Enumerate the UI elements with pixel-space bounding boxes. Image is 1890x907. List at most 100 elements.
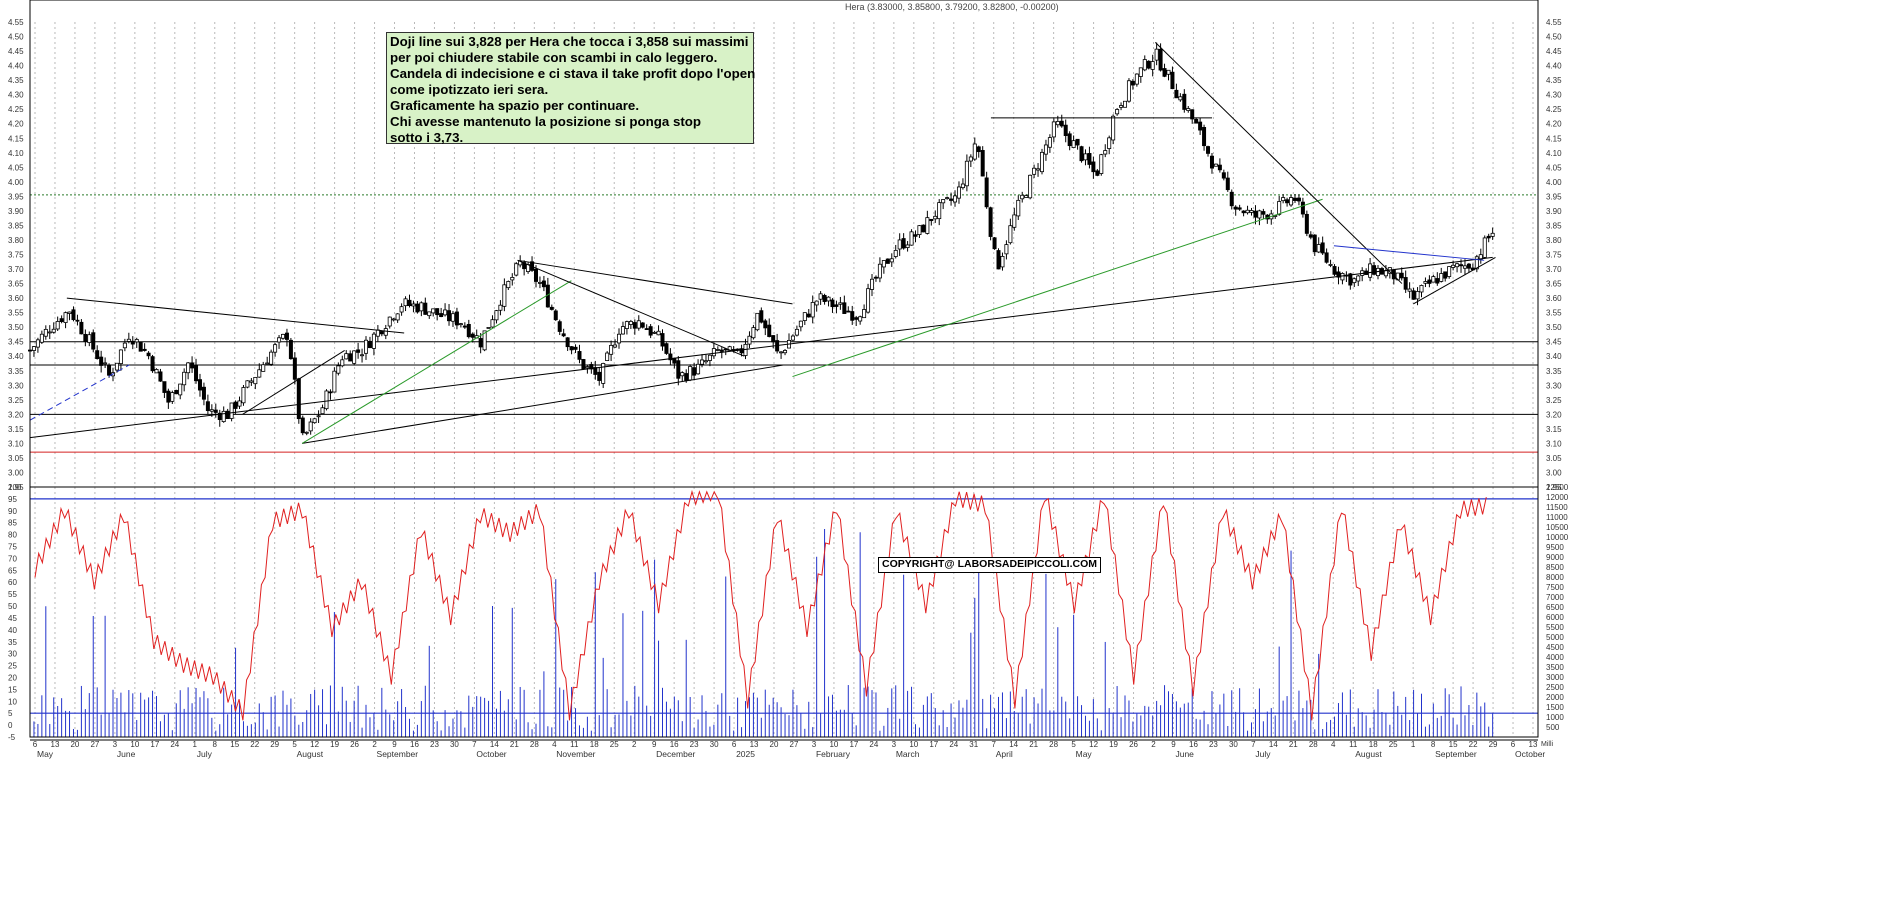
x-day-tick: 13 bbox=[51, 740, 60, 749]
candle-body bbox=[411, 303, 416, 307]
volume-y-tick: 8500 bbox=[1546, 563, 1564, 572]
candle-body bbox=[383, 328, 388, 336]
candle-body bbox=[1032, 167, 1037, 175]
x-month-label: October bbox=[476, 749, 506, 759]
x-day-tick: 25 bbox=[1389, 740, 1398, 749]
candle-body bbox=[462, 325, 467, 328]
candle-body bbox=[1036, 168, 1041, 171]
candle-body bbox=[1383, 270, 1388, 277]
candle-body bbox=[478, 338, 483, 348]
candle-body bbox=[340, 359, 345, 367]
candle-body bbox=[976, 146, 981, 153]
candle-body bbox=[360, 354, 365, 357]
price-y-tick: 3.85 bbox=[8, 221, 24, 230]
candle-body bbox=[419, 302, 424, 312]
candle-body bbox=[1292, 197, 1297, 201]
candle-body bbox=[51, 328, 56, 333]
x-day-tick: 16 bbox=[410, 740, 419, 749]
candle-body bbox=[134, 339, 139, 343]
volume-y-tick: 2000 bbox=[1546, 693, 1564, 702]
candle-body bbox=[1277, 201, 1282, 215]
x-day-tick: 2 bbox=[632, 740, 637, 749]
price-y-tick: 3.35 bbox=[1546, 367, 1562, 376]
note-line: per poi chiudere stabile con scambi in c… bbox=[390, 50, 718, 65]
price-y-tick: 3.20 bbox=[8, 410, 24, 419]
candle-body bbox=[980, 150, 985, 177]
candle-body bbox=[838, 302, 843, 305]
candle-body bbox=[490, 319, 495, 328]
candle-body bbox=[779, 351, 784, 354]
price-y-tick: 4.15 bbox=[8, 134, 24, 143]
candle-body bbox=[221, 410, 226, 422]
candle-body bbox=[486, 327, 491, 329]
candle-body bbox=[1482, 237, 1487, 258]
price-y-tick: 3.25 bbox=[1546, 396, 1562, 405]
volume-unit-label: Milli bbox=[1541, 741, 1553, 748]
candle-body bbox=[470, 333, 475, 338]
x-month-label: August bbox=[1355, 749, 1382, 759]
candle-body bbox=[1336, 271, 1341, 278]
price-y-tick: 3.95 bbox=[1546, 192, 1562, 201]
candle-body bbox=[1320, 242, 1325, 254]
oscillator-y-tick: 55 bbox=[8, 590, 17, 599]
candle-body bbox=[320, 407, 325, 415]
price-y-tick: 2.95 bbox=[1546, 483, 1562, 492]
candle-body bbox=[964, 160, 969, 187]
candle-body bbox=[1490, 232, 1495, 237]
price-y-tick: 4.05 bbox=[8, 163, 24, 172]
candle-body bbox=[288, 339, 293, 360]
candle-body bbox=[1091, 161, 1096, 173]
candle-body bbox=[1229, 191, 1234, 207]
price-y-tick: 4.00 bbox=[8, 178, 24, 187]
note-line: Graficamente ha spazio per continuare. bbox=[390, 98, 640, 113]
candle-body bbox=[577, 351, 582, 360]
price-y-tick: 3.35 bbox=[8, 367, 24, 376]
price-y-tick: 3.05 bbox=[1546, 454, 1562, 463]
candle-body bbox=[680, 372, 685, 377]
candle-body bbox=[609, 344, 614, 355]
volume-y-tick: 1000 bbox=[1546, 713, 1564, 722]
trend-line bbox=[29, 256, 1493, 439]
candle-body bbox=[375, 329, 380, 337]
candle-body bbox=[158, 371, 163, 382]
trend-line bbox=[242, 349, 345, 415]
price-y-tick: 3.25 bbox=[8, 396, 24, 405]
x-day-tick: 23 bbox=[430, 740, 439, 749]
candle-body bbox=[1356, 275, 1361, 282]
price-y-tick: 3.55 bbox=[1546, 309, 1562, 318]
candle-body bbox=[783, 350, 788, 354]
candle-body bbox=[739, 348, 744, 354]
candle-body bbox=[273, 344, 278, 353]
candle-body bbox=[814, 300, 819, 306]
candle-body bbox=[901, 238, 906, 249]
x-day-tick: 24 bbox=[949, 740, 958, 749]
candle-body bbox=[826, 296, 831, 302]
volume-y-tick: 12500 bbox=[1546, 483, 1569, 492]
candle-body bbox=[1316, 244, 1321, 253]
candle-body bbox=[1012, 214, 1017, 228]
candle-body bbox=[439, 313, 444, 317]
candle-body bbox=[1296, 197, 1301, 202]
candle-body bbox=[1162, 68, 1167, 77]
candle-body bbox=[1079, 146, 1084, 162]
x-day-tick: 26 bbox=[1129, 740, 1138, 749]
x-day-tick: 29 bbox=[1489, 740, 1498, 749]
candle-body bbox=[510, 276, 515, 281]
x-day-tick: 3 bbox=[812, 740, 817, 749]
candle-body bbox=[1340, 273, 1345, 281]
candle-body bbox=[352, 350, 357, 364]
candle-body bbox=[937, 202, 942, 220]
grid bbox=[34, 22, 1534, 737]
price-y-tick: 4.40 bbox=[1546, 62, 1562, 71]
candle-body bbox=[162, 381, 167, 393]
candle-body bbox=[39, 333, 44, 343]
candle-body bbox=[537, 281, 542, 284]
oscillator-y-tick: 90 bbox=[8, 507, 17, 516]
price-y-tick: 4.00 bbox=[1546, 178, 1562, 187]
candle-body bbox=[1024, 195, 1029, 198]
candle-body bbox=[466, 323, 471, 338]
candle-body bbox=[197, 379, 202, 391]
candle-body bbox=[79, 321, 84, 335]
oscillator-y-tick: 20 bbox=[8, 673, 17, 682]
price-y-tick: 3.00 bbox=[8, 468, 24, 477]
